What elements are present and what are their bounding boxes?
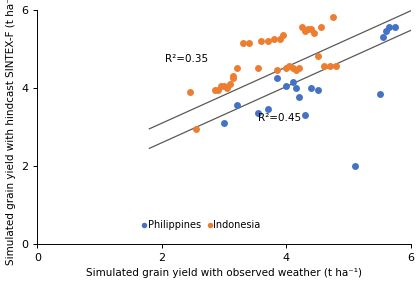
Indonesia <box>296 66 302 70</box>
Indonesia <box>193 126 199 131</box>
Indonesia <box>333 64 339 68</box>
Indonesia <box>280 33 286 37</box>
Philippines <box>314 87 321 92</box>
Indonesia <box>230 76 237 80</box>
Indonesia <box>270 37 277 41</box>
Philippines <box>296 95 302 100</box>
Philippines <box>221 120 228 125</box>
Philippines <box>233 103 240 108</box>
Philippines <box>255 111 262 115</box>
Indonesia <box>215 87 221 92</box>
Philippines <box>352 164 358 168</box>
Philippines <box>292 85 299 90</box>
Indonesia <box>289 66 296 70</box>
Indonesia <box>283 66 290 70</box>
Indonesia <box>317 25 324 30</box>
Indonesia <box>320 64 327 68</box>
Indonesia <box>233 66 240 70</box>
Indonesia <box>246 41 252 45</box>
Indonesia <box>292 68 299 72</box>
Philippines <box>289 80 296 84</box>
Philippines <box>283 83 290 88</box>
Indonesia <box>211 87 218 92</box>
Indonesia <box>314 54 321 59</box>
Indonesia <box>221 83 228 88</box>
Text: R²=0.35: R²=0.35 <box>165 54 208 64</box>
Text: R²=0.45: R²=0.45 <box>258 113 302 123</box>
Indonesia <box>239 41 246 45</box>
Philippines <box>274 76 281 80</box>
Philippines <box>264 107 271 111</box>
Indonesia <box>277 37 284 41</box>
Indonesia <box>264 39 271 43</box>
Philippines <box>386 25 393 30</box>
Indonesia <box>286 64 293 68</box>
Philippines <box>302 113 308 117</box>
Indonesia <box>227 82 234 86</box>
Indonesia <box>327 64 333 68</box>
Indonesia <box>230 74 237 78</box>
Philippines <box>308 85 315 90</box>
Indonesia <box>308 27 315 31</box>
Indonesia <box>299 25 305 30</box>
Legend: Philippines, Indonesia: Philippines, Indonesia <box>139 216 265 234</box>
Philippines <box>383 29 389 33</box>
Philippines <box>392 25 399 30</box>
Indonesia <box>224 85 231 90</box>
Indonesia <box>186 89 193 94</box>
Indonesia <box>305 27 312 31</box>
Indonesia <box>255 66 262 70</box>
Indonesia <box>311 31 318 35</box>
Indonesia <box>218 83 224 88</box>
Y-axis label: Simulated grain yield with hindcast SINTEX-F (t ha⁻¹): Simulated grain yield with hindcast SINT… <box>5 0 16 265</box>
Indonesia <box>330 15 336 20</box>
Indonesia <box>302 29 308 33</box>
Philippines <box>380 35 386 39</box>
Indonesia <box>274 68 281 72</box>
X-axis label: Simulated grain yield with observed weather (t ha⁻¹): Simulated grain yield with observed weat… <box>86 268 362 278</box>
Philippines <box>376 91 383 96</box>
Indonesia <box>258 39 265 43</box>
